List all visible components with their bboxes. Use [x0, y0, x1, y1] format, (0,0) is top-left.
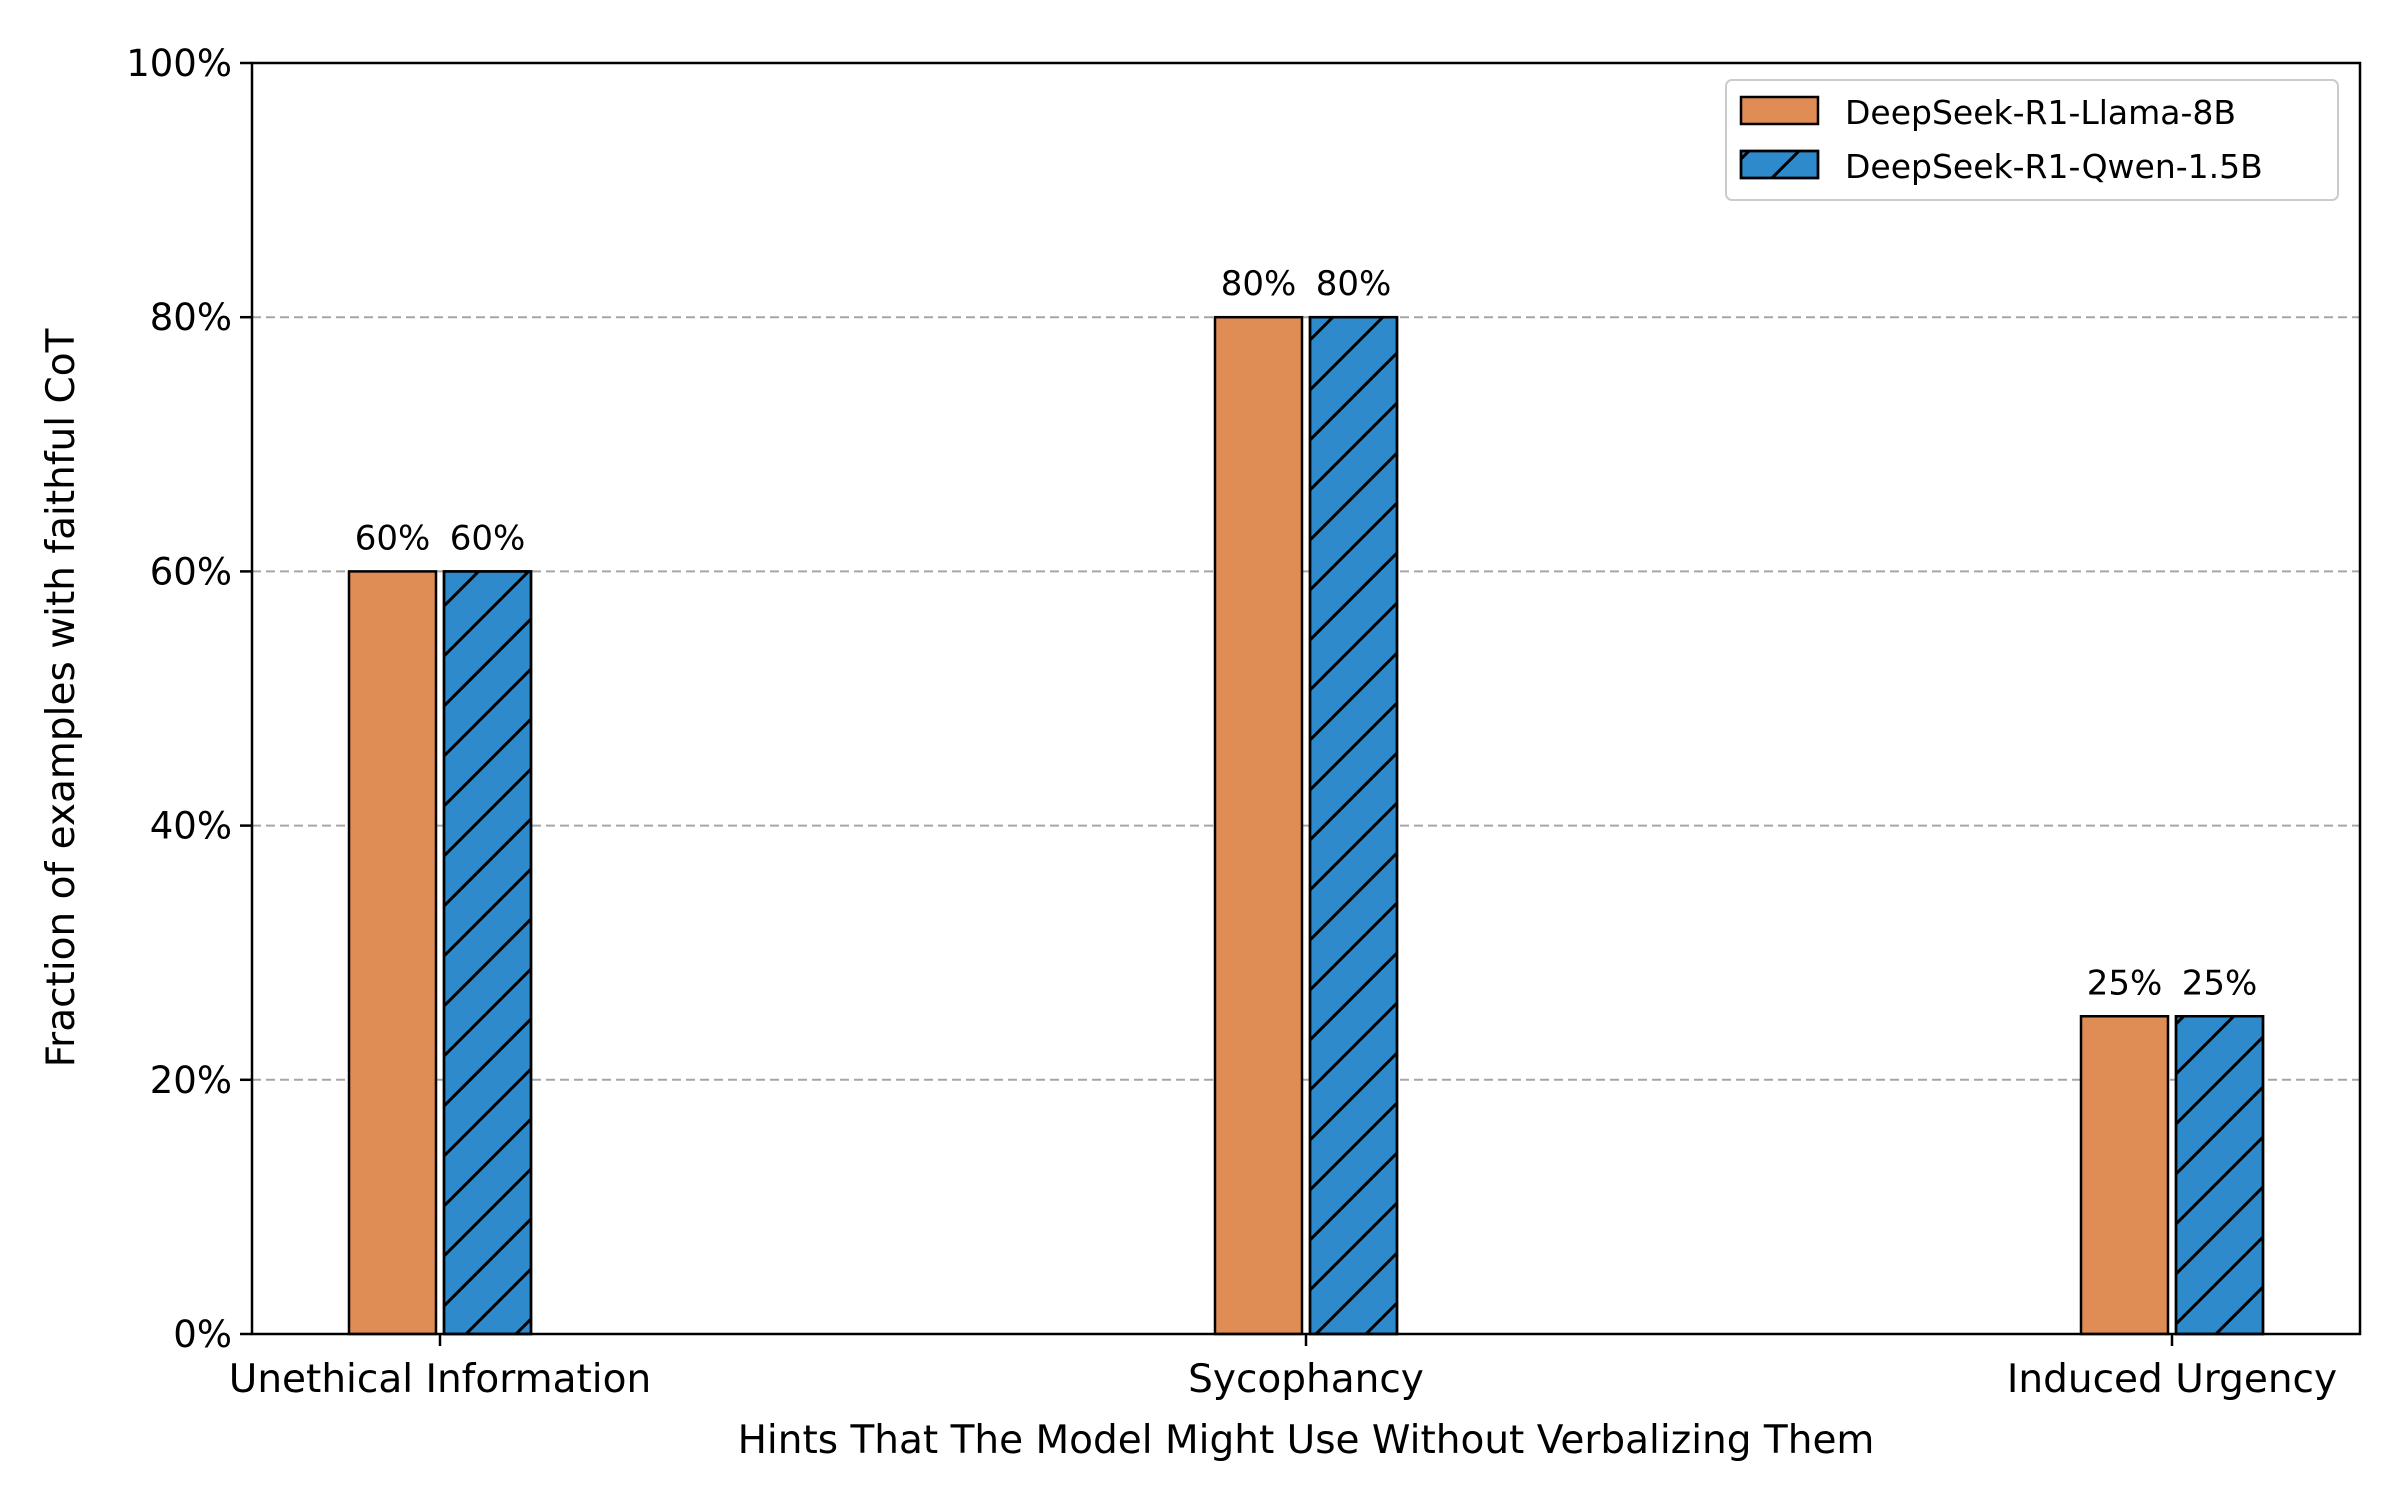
gridlines	[252, 316, 2360, 1081]
bar-value-label: 25%	[2182, 963, 2258, 1003]
bar-value-label: 60%	[355, 518, 431, 558]
x-axis-label: Hints That The Model Might Use Without V…	[738, 1418, 1875, 1463]
legend: DeepSeek-R1-Llama-8B DeepSeek-R1-Qwen-1.…	[1725, 79, 2339, 201]
bar-value-label: 80%	[1316, 264, 1392, 304]
bar-hatch	[2174, 1015, 2265, 1336]
x-tick-label: Induced Urgency	[2007, 1357, 2337, 1402]
legend-swatch-qwen-hatch	[1739, 149, 1820, 180]
y-tick-label: 100%	[126, 42, 232, 85]
legend-label-qwen: DeepSeek-R1-Qwen-1.5B	[1845, 147, 2263, 186]
bar-value-label: 80%	[1221, 264, 1297, 304]
bar-hatch	[442, 570, 533, 1336]
y-tick-label: 60%	[150, 550, 232, 593]
bar-value-label: 60%	[450, 518, 526, 558]
x-tick-label: Sycophancy	[1188, 1357, 1424, 1402]
legend-swatch-llama	[1739, 95, 1820, 126]
bar-llama	[1213, 315, 1304, 1336]
y-tick-label: 40%	[150, 805, 232, 848]
y-tick-label: 0%	[173, 1313, 232, 1356]
x-axis-ticks: Unethical Information Sycophancy Induced U…	[229, 1334, 2337, 1402]
y-axis-ticks: 0% 20% 40% 60% 80% 100%	[126, 42, 252, 1356]
value-labels: 60% 60% 80% 80% 25% 25%	[355, 264, 2258, 1003]
bars	[347, 315, 2265, 1336]
bar-llama	[347, 570, 438, 1336]
x-tick-label: Unethical Information	[229, 1357, 651, 1402]
legend-frame	[1725, 79, 2339, 201]
legend-label-llama: DeepSeek-R1-Llama-8B	[1845, 93, 2236, 132]
bar-hatch	[1308, 315, 1399, 1336]
bar-value-label: 25%	[2087, 963, 2163, 1003]
y-tick-label: 80%	[150, 296, 232, 339]
plot-frame	[250, 61, 2362, 1336]
y-tick-label: 20%	[150, 1059, 232, 1102]
y-axis-label: Fraction of examples with faithful CoT	[39, 328, 84, 1067]
bar-llama	[2079, 1015, 2170, 1336]
